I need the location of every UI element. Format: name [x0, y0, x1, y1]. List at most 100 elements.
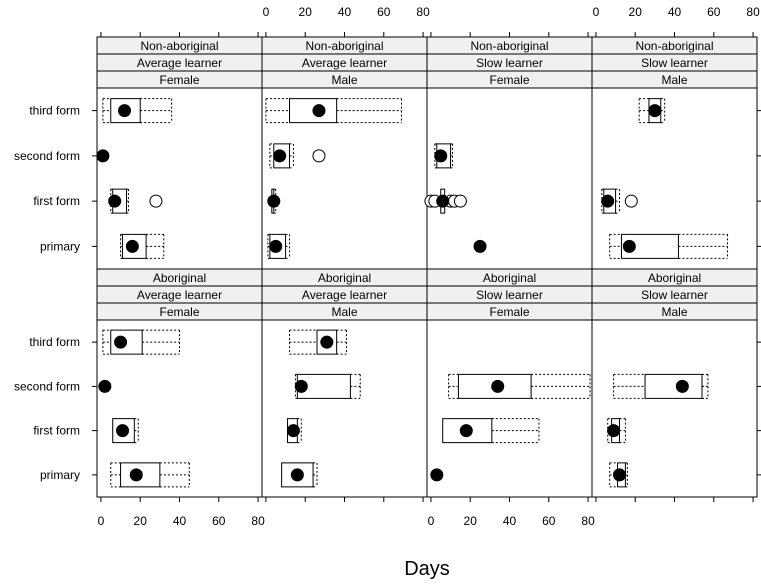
box-rect [289, 98, 338, 124]
x-tick-label: 60 [377, 5, 391, 19]
box-rect [620, 233, 679, 259]
x-tick-label: 80 [251, 514, 265, 528]
strip-label: Slow learner [641, 56, 708, 70]
median-dot [491, 379, 505, 393]
box-rect [457, 373, 532, 399]
panel: Aboriginal Average learner Male [261, 268, 428, 502]
box [102, 329, 180, 355]
outlier-point [624, 194, 638, 208]
y-tick-label: third form [29, 335, 80, 349]
median-dot [114, 335, 128, 349]
box [601, 188, 638, 214]
box-rect [316, 329, 338, 355]
panel: Non-aboriginal Slow learner Male [591, 32, 758, 270]
x-tick-label: 20 [464, 514, 478, 528]
strip-label: Average learner [302, 288, 387, 302]
median-dot [290, 468, 304, 482]
box [281, 462, 318, 488]
median-dot [312, 104, 326, 118]
strip-label: Female [159, 73, 199, 87]
box [110, 462, 190, 488]
box-rect [110, 329, 143, 355]
x-tick-label: 80 [416, 5, 430, 19]
panel: Aboriginal Slow learner Female [426, 268, 593, 502]
strip-label: Average learner [302, 56, 387, 70]
box [267, 188, 281, 214]
box [112, 418, 139, 444]
box [108, 188, 163, 214]
panel-frame [591, 87, 758, 270]
box [265, 98, 402, 124]
median-dot [613, 468, 626, 482]
median-dot [436, 194, 450, 208]
x-tick-label: 60 [707, 5, 721, 19]
median-dot [434, 149, 448, 163]
box [613, 373, 709, 399]
median-dot [294, 379, 308, 393]
box-rect [644, 373, 703, 399]
x-tick-label: 0 [98, 514, 105, 528]
strip-label: Slow learner [476, 288, 543, 302]
strip-label: Aboriginal [153, 271, 206, 285]
box [442, 418, 540, 444]
strip-label: Aboriginal [648, 271, 701, 285]
strip-label: Slow learner [641, 288, 708, 302]
median-dot [98, 379, 112, 393]
median-dot [648, 104, 662, 118]
median-dot [273, 149, 287, 163]
panel: Non-aboriginal Slow learner Female [424, 32, 593, 270]
median-dot [108, 194, 122, 208]
panel: Aboriginal Average learner Female [96, 268, 263, 502]
x-tick-label: 80 [746, 5, 760, 19]
box-rect [120, 462, 161, 488]
x-tick-label: 20 [134, 514, 148, 528]
y-tick-label: primary [40, 239, 80, 253]
y-tick-label: primary [40, 468, 80, 482]
x-tick-label: 20 [299, 5, 313, 19]
median-dot [622, 239, 636, 253]
x-tick-label: 0 [263, 5, 270, 19]
x-tick-label: 0 [428, 514, 435, 528]
box [286, 418, 302, 444]
median-dot [459, 424, 473, 438]
box [96, 149, 110, 163]
x-tick-label: 20 [629, 5, 643, 19]
panel-frame [261, 87, 428, 270]
box-rect [110, 98, 141, 124]
box [102, 98, 173, 124]
panel: Non-aboriginal Average learner Male [261, 32, 428, 270]
strip-label: Male [661, 305, 687, 319]
median-dot [320, 335, 334, 349]
x-tick-label: 40 [503, 514, 517, 528]
panel-frame [426, 319, 593, 498]
x-tick-label: 40 [173, 514, 187, 528]
median-dot [267, 194, 281, 208]
outlier-point [149, 194, 163, 208]
median-dot [269, 239, 283, 253]
outlier-point [453, 194, 467, 208]
box [98, 379, 112, 393]
y-tick-label: first form [33, 424, 80, 438]
x-tick-label: 0 [593, 5, 600, 19]
x-tick-label: 60 [542, 514, 556, 528]
strip-label: Female [489, 73, 529, 87]
box [473, 239, 487, 253]
strip-label: Aboriginal [483, 271, 536, 285]
box [434, 143, 454, 169]
strip-label: Male [331, 305, 357, 319]
panel: Non-aboriginal Average learner Female [96, 32, 263, 270]
median-dot [125, 239, 139, 253]
outlier-point [312, 149, 326, 163]
strip-label: Male [331, 73, 357, 87]
y-tick-label: first form [33, 194, 80, 208]
median-dot [601, 194, 615, 208]
box [269, 143, 326, 169]
panel-frame [426, 87, 593, 270]
panel-frame [261, 319, 428, 498]
box [609, 462, 628, 488]
strip-label: Female [159, 305, 199, 319]
strip-label: Average learner [137, 56, 222, 70]
strip-label: Non-aboriginal [305, 39, 383, 53]
panel: Aboriginal Slow learner Male [591, 268, 758, 502]
median-dot [607, 424, 621, 438]
